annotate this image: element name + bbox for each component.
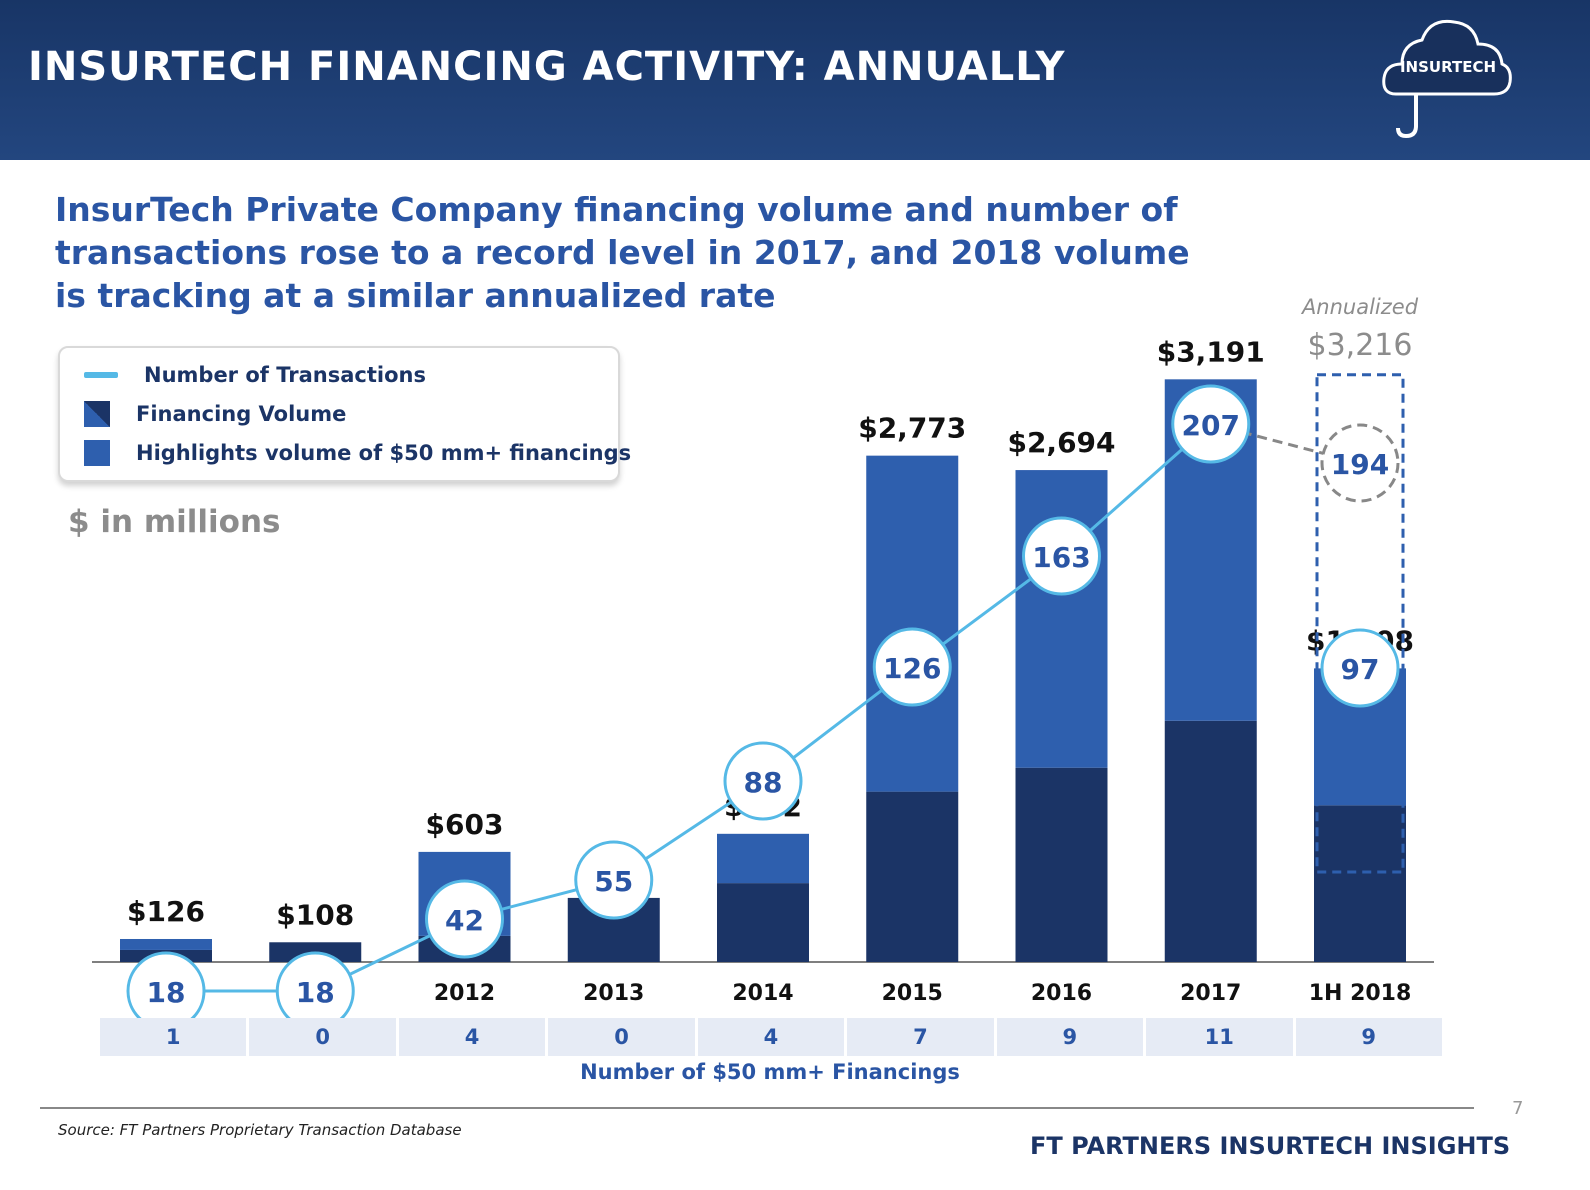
large-financing-bar	[120, 938, 212, 950]
transaction-label: 97	[1341, 653, 1380, 686]
volume-bar	[866, 791, 959, 962]
volume-bar	[1164, 720, 1257, 962]
bar-value-label: $2,694	[1007, 426, 1115, 459]
financing-count-cell: 4	[697, 1018, 848, 1056]
transaction-marker	[1320, 628, 1400, 708]
transaction-label: 18	[296, 976, 335, 1009]
transaction-label: 126	[883, 652, 941, 685]
legend-volume-swatch	[84, 401, 110, 427]
financing-count-cell: 9	[1295, 1018, 1442, 1056]
annualized-transaction-marker	[1320, 423, 1400, 503]
annualized-label: Annualized	[1301, 295, 1419, 319]
table-caption: Number of $50 mm+ Financings	[580, 1060, 960, 1084]
insurtech-logo: INSURTECH	[1378, 8, 1518, 148]
legend-item-transactions: Number of Transactions	[84, 360, 426, 390]
transaction-marker	[425, 879, 504, 959]
large-financing-table: 1 0 4 0 4 7 9 11 9	[100, 1018, 1442, 1056]
page-title: INSURTECH FINANCING ACTIVITY: ANNUALLY	[28, 44, 1066, 90]
x-tick-label: 1H 2018	[1309, 981, 1412, 1006]
large-financing-bar	[717, 833, 809, 884]
bar-value-label: $2,773	[858, 412, 966, 445]
transaction-label: 207	[1182, 409, 1240, 442]
x-tick-label: 2012	[434, 981, 495, 1006]
transaction-marker	[872, 627, 952, 707]
financing-count-cell: 9	[996, 1018, 1147, 1056]
volume-bar	[717, 883, 809, 962]
transaction-marker	[723, 741, 803, 821]
transaction-marker	[1171, 384, 1251, 464]
large-financing-bar	[1015, 470, 1108, 768]
units-label: $ in millions	[68, 504, 281, 540]
annualized-value: $3,216	[1307, 328, 1413, 363]
legend-item-highlight: Highlights volume of $50 mm+ financings	[84, 438, 631, 468]
footer-divider	[40, 1107, 1474, 1109]
headline: InsurTech Private Company financing volu…	[55, 190, 1190, 315]
transaction-label: 18	[147, 976, 186, 1009]
transaction-label: 163	[1032, 541, 1090, 574]
transaction-marker	[1022, 516, 1101, 596]
bar-value-label: $3,191	[1157, 335, 1265, 368]
footer-brand: FT PARTNERS INSURTECH INSIGHTS	[1030, 1132, 1511, 1160]
legend-label: Financing Volume	[136, 402, 347, 426]
financing-count-cell: 1	[100, 1018, 250, 1056]
transaction-marker	[574, 840, 654, 920]
x-tick-label: 2017	[1180, 981, 1241, 1006]
annualized-transaction-label: 194	[1331, 448, 1389, 481]
legend-item-volume: Financing Volume	[84, 399, 346, 429]
legend-line-swatch	[84, 372, 118, 378]
legend-highlight-swatch	[84, 440, 110, 466]
financing-count-cell: 0	[249, 1018, 399, 1056]
logo-text: INSURTECH	[1400, 58, 1496, 76]
large-financing-bar	[866, 455, 959, 792]
legend-label: Number of Transactions	[144, 363, 426, 387]
financing-count-cell: 7	[847, 1018, 997, 1056]
x-tick-label: 2014	[732, 981, 793, 1006]
financing-count-cell: 11	[1146, 1018, 1296, 1056]
bar-value-label: $126	[127, 895, 205, 928]
transaction-label: 42	[445, 904, 484, 937]
chart-legend: Number of Transactions Financing Volume …	[58, 346, 631, 482]
financing-count-cell: 4	[398, 1018, 549, 1056]
transaction-label: 88	[744, 766, 783, 799]
transaction-label: 55	[594, 865, 633, 898]
x-tick-label: 2016	[1031, 981, 1092, 1006]
volume-bar	[1015, 767, 1108, 962]
header-banner: INSURTECH FINANCING ACTIVITY: ANNUALLY I…	[0, 0, 1590, 160]
x-tick-label: 2013	[583, 981, 644, 1006]
bar-value-label: $603	[426, 808, 504, 841]
legend-label: Highlights volume of $50 mm+ financings	[136, 441, 632, 465]
source-note: Source: FT Partners Proprietary Transact…	[58, 1121, 462, 1139]
annualized-box	[1315, 373, 1405, 874]
financing-count-cell: 0	[548, 1018, 698, 1056]
page-number: 7	[1512, 1098, 1524, 1119]
bar-value-label: $108	[276, 898, 354, 931]
volume-bar	[1314, 805, 1406, 962]
x-tick-label: 2015	[882, 981, 943, 1006]
